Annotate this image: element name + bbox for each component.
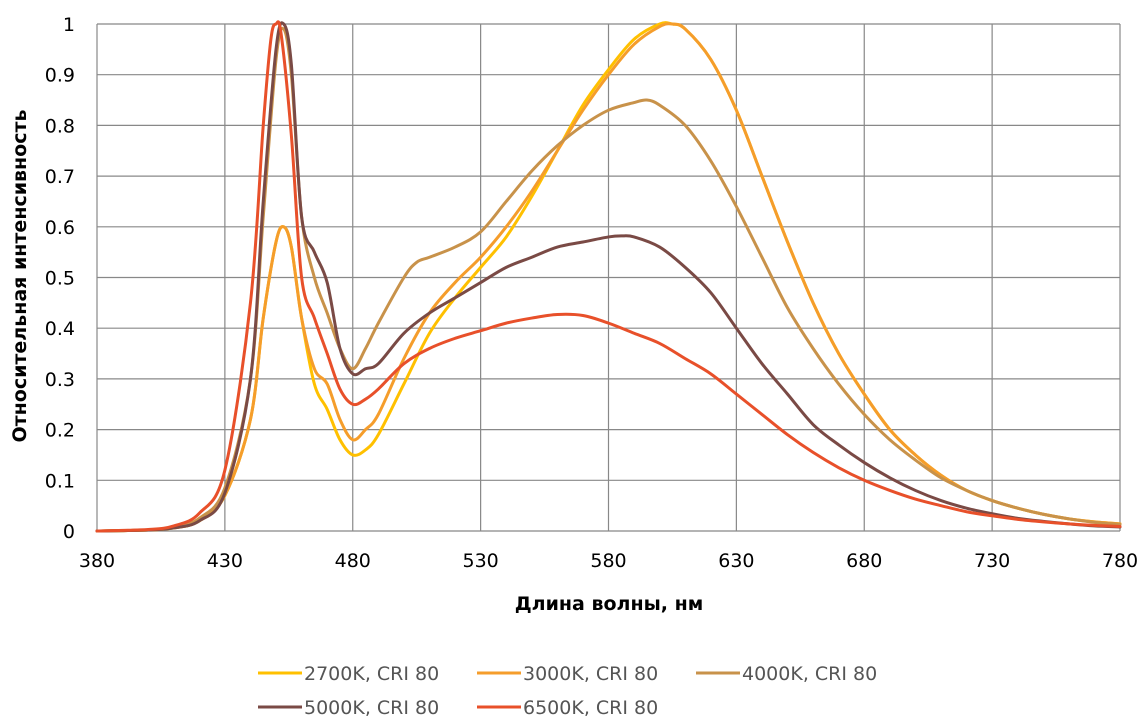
legend-label: 5000K, CRI 80 <box>304 697 439 719</box>
x-tick-label: 730 <box>974 550 1010 572</box>
y-tick-label: 0.8 <box>45 115 75 137</box>
y-tick-label: 0.4 <box>45 318 75 340</box>
y-tick-label: 0.2 <box>45 420 75 442</box>
legend-label: 6500K, CRI 80 <box>523 697 658 719</box>
series-line-4 <box>95 20 1122 533</box>
x-tick-label: 580 <box>590 550 626 572</box>
y-tick-label: 0.3 <box>45 369 75 391</box>
x-tick-label: 680 <box>846 550 882 572</box>
legend: 2700K, CRI 80 3000K, CRI 80 4000K, CRI 80 5… <box>258 663 877 719</box>
y-tick-label: 0.9 <box>45 65 75 87</box>
series-line-3 <box>95 21 1122 533</box>
x-tick-label: 630 <box>718 550 754 572</box>
y-axis-title: Относительная интенсивность <box>9 109 31 442</box>
y-tick-label: 0.6 <box>45 217 75 239</box>
grid <box>96 23 1121 532</box>
x-tick-label: 430 <box>207 550 243 572</box>
legend-label: 4000K, CRI 80 <box>742 663 877 685</box>
x-tick-label: 480 <box>335 550 371 572</box>
x-axis-title: Длина волны, нм <box>515 593 704 615</box>
series-lines <box>95 20 1122 533</box>
y-tick-label: 0.5 <box>45 268 75 290</box>
x-tick-label: 530 <box>462 550 498 572</box>
x-tick-label: 780 <box>1102 550 1138 572</box>
y-tick-label: 0.7 <box>45 166 75 188</box>
series-line-1 <box>95 22 1122 533</box>
y-tick-label: 0.1 <box>45 470 75 492</box>
legend-label: 3000K, CRI 80 <box>523 663 658 685</box>
y-tick-label: 1 <box>63 14 75 36</box>
legend-label: 2700K, CRI 80 <box>304 663 439 685</box>
x-tick-label: 380 <box>79 550 115 572</box>
tick-labels: 380 430 480 530 580 630 680 730 780 0 0.1 0.2 0.3 0.4… <box>45 14 1138 572</box>
y-tick-label: 0 <box>63 521 75 543</box>
